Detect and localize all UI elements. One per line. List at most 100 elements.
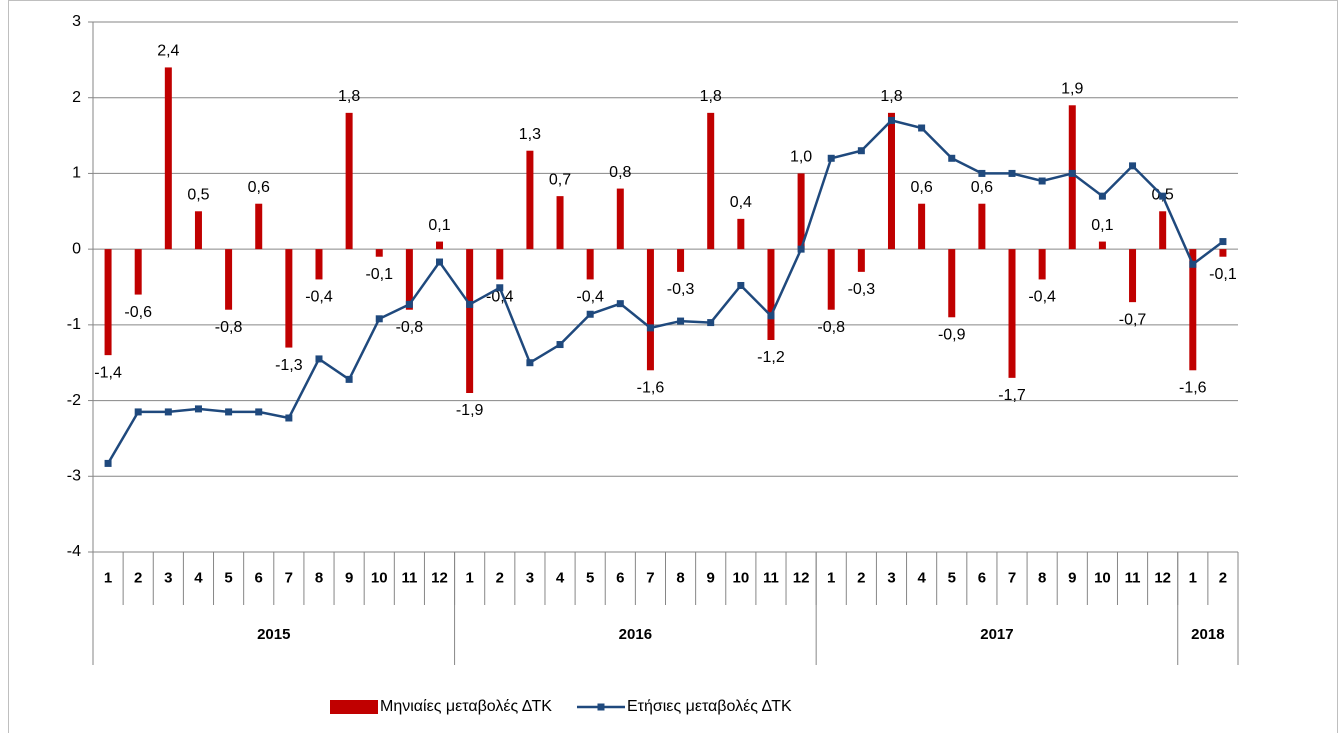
x-tick-label: 12 (431, 569, 448, 586)
y-tick-label: 3 (72, 13, 81, 30)
bar (857, 249, 865, 272)
bar (194, 211, 202, 250)
data-label: 1,8 (338, 88, 360, 105)
x-tick-label: 4 (556, 569, 565, 586)
line-marker (164, 408, 172, 416)
x-tick-label: 10 (732, 569, 749, 586)
x-tick-label: 6 (616, 569, 624, 586)
bar (918, 203, 926, 250)
bar (104, 249, 112, 356)
bar (586, 249, 594, 280)
data-label: 0,1 (1091, 217, 1113, 234)
data-label: 0,6 (910, 179, 932, 196)
bar (677, 249, 685, 272)
data-label: -0,7 (1119, 311, 1147, 328)
bar (134, 249, 142, 295)
x-tick-label: 1 (1189, 569, 1197, 586)
line-marker (857, 147, 865, 155)
line-marker (526, 359, 534, 367)
legend-label: Μηνιαίες μεταβολές ΔΤΚ (380, 698, 552, 715)
data-label: 2,4 (157, 43, 179, 60)
bar (496, 249, 504, 280)
bar (375, 249, 383, 257)
x-tick-label: 3 (887, 569, 895, 586)
y-tick-label: -2 (67, 392, 81, 409)
y-tick-label: -1 (67, 316, 81, 333)
x-tick-label: 4 (917, 569, 926, 586)
x-tick-label: 12 (1154, 569, 1171, 586)
x-tick-label: 2 (1219, 569, 1227, 586)
bar (164, 67, 172, 250)
line-marker (225, 408, 233, 416)
bar (646, 249, 654, 371)
x-tick-label: 1 (827, 569, 835, 586)
data-label: -1,6 (637, 380, 665, 397)
x-tick-label: 12 (793, 569, 810, 586)
data-label: -0,8 (215, 319, 243, 336)
data-label: -0,4 (576, 289, 604, 306)
y-tick-label: 2 (72, 89, 81, 106)
x-tick-label: 3 (526, 569, 534, 586)
y-tick-label: 1 (72, 165, 81, 182)
line-marker (285, 414, 293, 422)
bar (436, 241, 444, 250)
line-marker (918, 124, 926, 132)
line-marker (887, 116, 895, 124)
data-label: -1,7 (998, 387, 1026, 404)
line-marker (1159, 192, 1167, 200)
line-marker (616, 300, 624, 308)
bar (526, 150, 534, 250)
data-label: -0,8 (396, 319, 424, 336)
data-label: 0,6 (971, 179, 993, 196)
data-label: -0,6 (124, 304, 152, 321)
bar (1219, 249, 1227, 257)
data-label: -1,9 (456, 402, 484, 419)
data-label: 0,6 (248, 179, 270, 196)
x-tick-label: 1 (104, 569, 112, 586)
data-label: -0,1 (365, 266, 393, 283)
bar (1159, 211, 1167, 250)
legend-swatch (597, 703, 605, 711)
line-marker (405, 300, 413, 308)
data-label: 1,8 (880, 88, 902, 105)
bar (1098, 241, 1106, 250)
bar (466, 249, 474, 393)
line-marker (375, 315, 383, 323)
bar (948, 249, 956, 318)
x-tick-label: 3 (164, 569, 172, 586)
line-marker (767, 312, 775, 320)
bar (978, 203, 986, 250)
line-marker (466, 300, 474, 308)
x-tick-label: 6 (255, 569, 263, 586)
group-label: 2015 (257, 626, 290, 643)
bar (315, 249, 323, 280)
x-tick-label: 8 (676, 569, 684, 586)
x-tick-label: 7 (646, 569, 654, 586)
data-label: -0,9 (938, 327, 966, 344)
line-marker (345, 375, 353, 383)
x-tick-label: 5 (948, 569, 956, 586)
line-marker (556, 341, 564, 349)
line-marker (1129, 162, 1137, 170)
bar (255, 203, 263, 250)
bar (1038, 249, 1046, 280)
line-marker (1068, 169, 1076, 177)
data-label: 0,4 (730, 194, 752, 211)
x-tick-label: 7 (285, 569, 293, 586)
data-label: -1,4 (94, 364, 122, 381)
bar (225, 249, 233, 310)
group-label: 2018 (1191, 626, 1224, 643)
x-tick-label: 7 (1008, 569, 1016, 586)
line-marker (194, 405, 202, 413)
data-label: 1,3 (519, 126, 541, 143)
data-label: 0,1 (428, 217, 450, 234)
line-marker (104, 459, 112, 467)
x-tick-label: 5 (224, 569, 232, 586)
line-marker (496, 284, 504, 292)
line-marker (646, 324, 654, 332)
bar (707, 112, 715, 250)
bar (797, 173, 805, 250)
data-label: -0,4 (1028, 289, 1056, 306)
line-marker (707, 319, 715, 327)
group-label: 2017 (980, 626, 1013, 643)
